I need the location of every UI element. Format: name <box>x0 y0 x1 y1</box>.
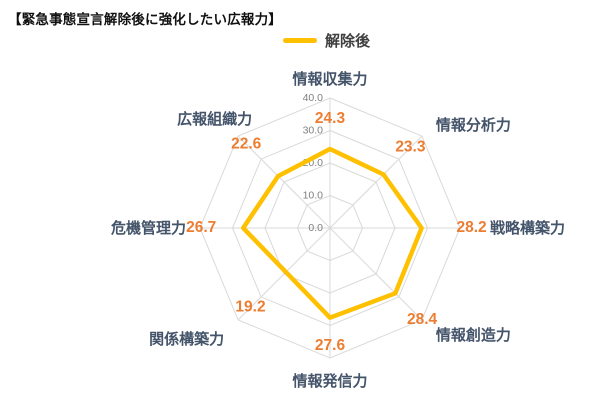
axis-label-6: 危機管理力 <box>111 219 186 237</box>
legend-line-swatch <box>283 38 317 43</box>
value-label-4: 27.6 <box>315 337 346 354</box>
series-line <box>240 146 424 320</box>
axis-label-1: 情報分析力 <box>436 116 511 134</box>
value-label-2: 28.2 <box>457 219 487 236</box>
axis-label-5: 関係構築力 <box>149 330 224 348</box>
grid-ring <box>231 129 429 327</box>
radial-tick-label: 0.0 <box>308 222 323 234</box>
grid-ring <box>296 194 364 262</box>
value-label-0: 24.3 <box>315 110 346 127</box>
axis-label-0: 情報収集力 <box>292 70 367 88</box>
radial-tick-label: 30.0 <box>303 124 324 136</box>
legend: 解除後 <box>283 30 370 51</box>
grid-ring <box>199 97 461 359</box>
value-label-1: 23.3 <box>395 139 426 156</box>
value-label-7: 22.6 <box>231 135 262 152</box>
page-title: 【緊急事態宣言解除後に強化したい広報力】 <box>8 12 282 27</box>
radial-tick-label: 40.0 <box>303 92 324 104</box>
legend-label: 解除後 <box>325 33 371 50</box>
axis-label-2: 戦略構築力 <box>490 219 565 237</box>
value-label-5: 19.2 <box>235 299 265 316</box>
grid-ring <box>264 162 396 294</box>
value-label-3: 28.4 <box>407 311 438 328</box>
axis-label-4: 情報発信力 <box>292 372 367 390</box>
axis-label-7: 広報組織力 <box>177 110 252 128</box>
axis-label-3: 情報創造力 <box>436 326 511 344</box>
value-label-6: 26.7 <box>186 219 216 236</box>
radial-tick-label: 10.0 <box>303 189 324 201</box>
